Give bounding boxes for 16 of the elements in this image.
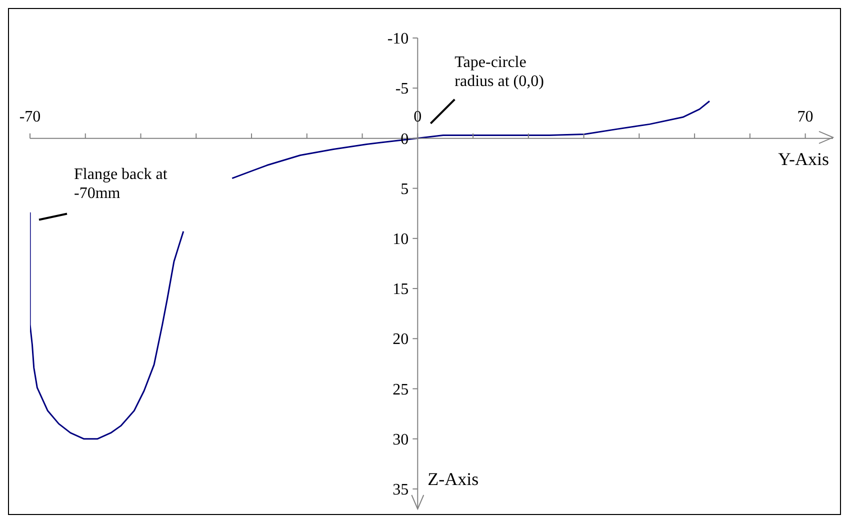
annotation: Tape-circle radius at (0,0) [454, 53, 545, 92]
annotation: Flange back at -70mm [74, 164, 168, 203]
x-tick-label: -70 [19, 108, 41, 126]
y-tick-label: 15 [392, 281, 409, 298]
x-tick-label: 0 [414, 108, 422, 126]
y-tick-label: 20 [392, 331, 409, 348]
y-tick-label: -10 [387, 30, 409, 48]
y-tick-label: 10 [392, 231, 409, 248]
y-tick-label: 35 [392, 482, 409, 499]
x-axis-title: Y-Axis [778, 149, 829, 170]
y-tick-label: 25 [392, 381, 409, 398]
y-axis-title: Z-Axis [428, 469, 479, 490]
x-tick-label: 70 [797, 108, 814, 126]
y-tick-label: 30 [392, 431, 409, 448]
y-tick-label: -5 [395, 80, 409, 98]
y-tick-label: 5 [400, 180, 409, 198]
